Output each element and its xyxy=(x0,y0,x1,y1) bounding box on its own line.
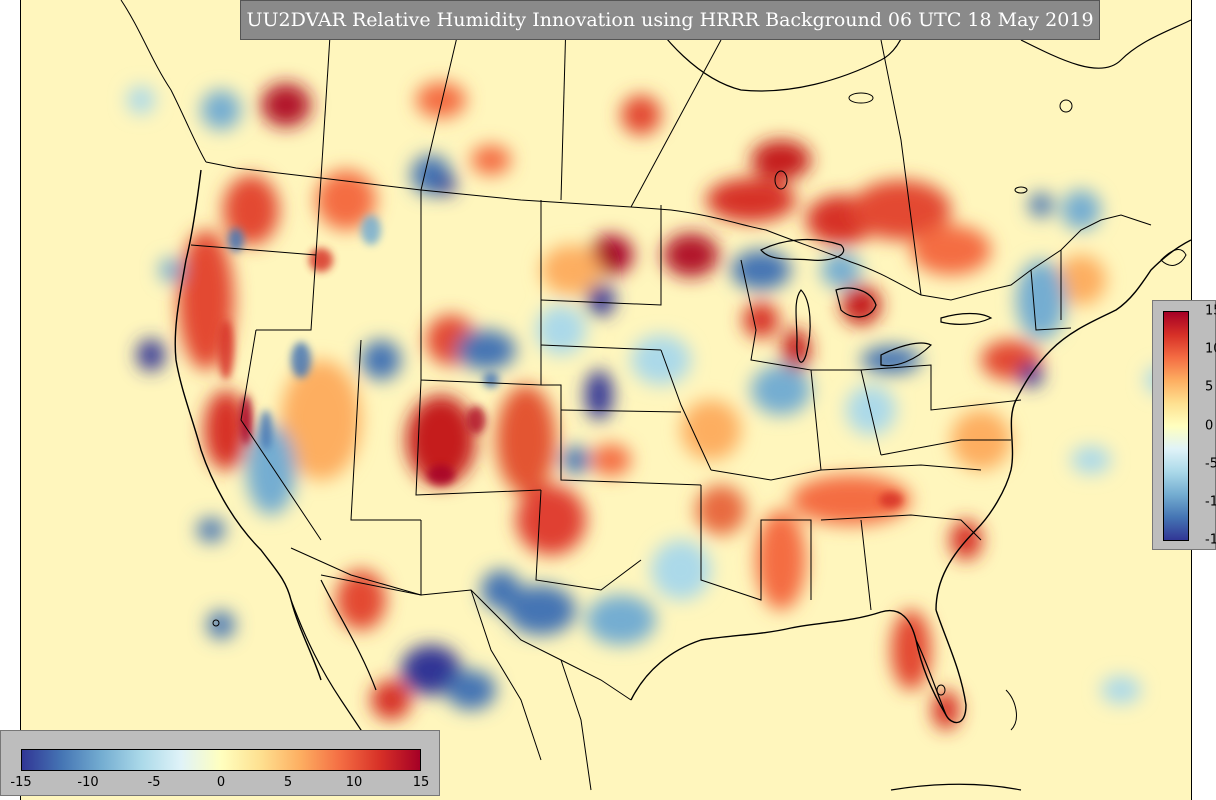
vtick-label: 10 xyxy=(1205,341,1216,357)
small-islands xyxy=(212,92,1187,731)
vtick-label: -15 xyxy=(1205,532,1216,548)
vtick-label: -10 xyxy=(1205,494,1216,510)
vtick-label: 5 xyxy=(1205,379,1214,395)
horizontal-colorbar-gradient xyxy=(21,749,421,771)
horizontal-colorbar: -15 -10 -5 0 5 10 15 xyxy=(0,730,440,796)
vertical-colorbar-gradient xyxy=(1163,311,1189,541)
page-title: UU2DVAR Relative Humidity Innovation usi… xyxy=(246,9,1094,31)
htick-label: 10 xyxy=(345,775,363,790)
innovation-field xyxy=(127,82,1177,730)
vtick-label: 15 xyxy=(1205,303,1216,319)
vtick-label: -5 xyxy=(1205,456,1216,472)
htick-label: 15 xyxy=(412,775,430,790)
boundary-lines xyxy=(120,0,1191,791)
title-banner: UU2DVAR Relative Humidity Innovation usi… xyxy=(240,0,1100,40)
htick-label: 5 xyxy=(283,775,293,790)
htick-label: -5 xyxy=(147,775,161,790)
htick-label: 0 xyxy=(216,775,226,790)
htick-label: -10 xyxy=(77,775,99,790)
vtick-label: 0 xyxy=(1205,418,1214,434)
vertical-colorbar: 15 10 5 0 -5 -10 -15 xyxy=(1152,300,1216,550)
htick-label: -15 xyxy=(10,775,32,790)
map-panel xyxy=(20,0,1192,800)
humidity-innovation-map xyxy=(21,0,1191,800)
